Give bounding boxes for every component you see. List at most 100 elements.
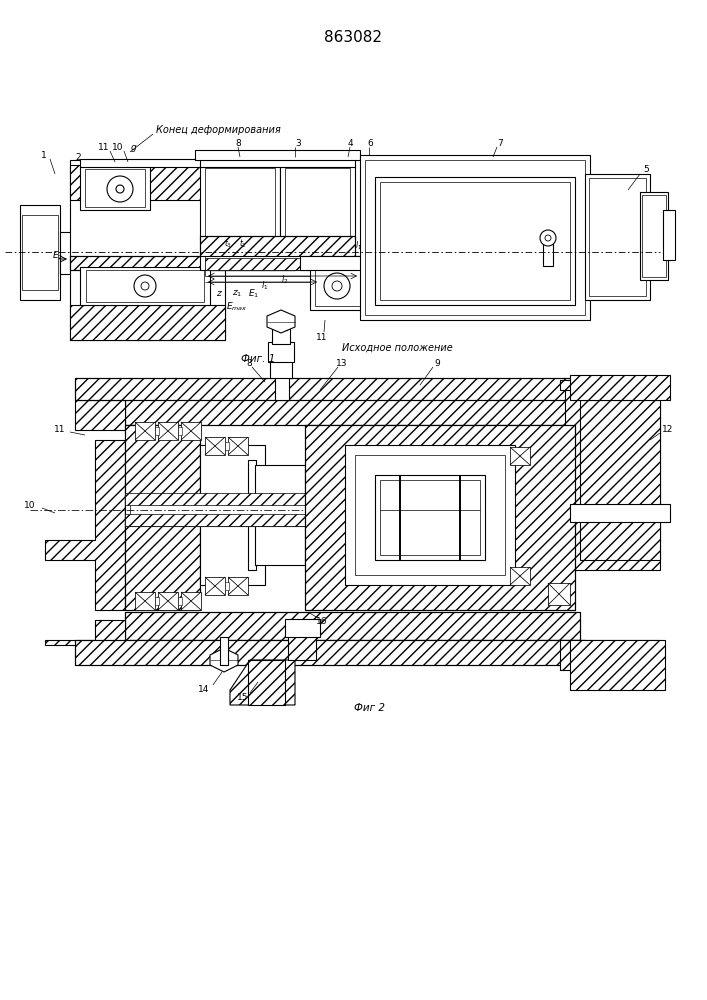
Bar [225,442,229,450]
Text: Конец деформирования: Конец деформирования [156,125,281,135]
Text: Фиг. 1: Фиг. 1 [241,354,275,364]
Bar [248,460,256,570]
Bar [663,210,675,260]
Bar [70,256,295,270]
Bar [75,640,585,665]
Bar [228,437,248,455]
Bar [570,375,670,400]
Bar [205,258,450,270]
Bar [70,305,225,340]
Bar [75,378,585,400]
Bar [543,238,553,266]
Bar [178,597,182,605]
Bar [80,159,225,167]
Bar [270,360,292,378]
Text: 12: 12 [662,426,674,434]
Bar [195,150,360,160]
Bar [70,256,295,270]
Circle shape [332,281,342,291]
Bar [225,582,229,590]
Text: Исходное положение: Исходное положение [342,343,452,353]
Bar [125,612,580,640]
Bar [380,480,480,555]
Text: $t_3$: $t_3$ [224,238,232,250]
Text: 11: 11 [316,332,328,342]
Polygon shape [580,400,660,560]
Bar [181,422,201,440]
Polygon shape [248,660,285,705]
Bar [125,612,580,640]
Bar [181,592,201,610]
Bar [360,155,590,320]
Bar [589,178,646,296]
Bar [305,425,575,610]
Bar [125,397,580,425]
Bar [20,205,60,300]
Bar [280,165,355,240]
Bar [285,168,350,236]
Bar [275,316,287,330]
Bar [60,232,75,274]
Text: 8: 8 [246,359,252,367]
Bar [75,378,585,400]
Text: 10: 10 [24,500,36,510]
Circle shape [116,185,124,193]
Bar [200,256,450,270]
Bar [125,494,570,526]
Bar [345,445,515,585]
Text: 10: 10 [112,142,124,151]
Text: $l_2$: $l_2$ [281,274,288,286]
Text: 1: 1 [41,150,47,159]
Bar [380,182,570,300]
Bar [548,583,570,605]
Bar [85,169,145,207]
Bar [315,266,361,306]
Text: 11: 11 [98,142,110,151]
Bar [86,270,204,302]
Text: 863082: 863082 [324,29,382,44]
Polygon shape [210,648,238,672]
Bar [125,425,200,610]
Bar [135,422,155,440]
Bar [570,640,665,690]
Bar [375,177,575,305]
Text: 6: 6 [367,138,373,147]
Bar [125,397,580,425]
Bar [158,422,178,440]
Text: Фиг 2: Фиг 2 [354,703,385,713]
Text: $t_2$: $t_2$ [239,238,247,250]
Circle shape [545,235,551,241]
Bar [288,632,316,660]
Text: $l_1$: $l_1$ [262,280,269,292]
Bar [205,437,225,455]
Bar [305,425,575,610]
Text: $E_{max}$: $E_{max}$ [226,301,247,313]
Text: $l_1$: $l_1$ [354,240,361,252]
Bar [125,425,200,610]
Polygon shape [560,380,660,390]
Text: 7: 7 [497,138,503,147]
Bar [228,577,248,595]
Bar [22,215,58,290]
Text: 11: 11 [54,426,66,434]
Polygon shape [45,620,125,645]
Bar [158,592,178,610]
Circle shape [540,230,556,246]
Text: g: g [131,142,137,151]
Text: 3: 3 [295,138,301,147]
Bar [178,427,182,435]
Circle shape [107,176,133,202]
Bar [80,165,150,210]
Text: $E_2$: $E_2$ [52,250,64,262]
Bar [355,455,505,575]
Text: $E_1$: $E_1$ [248,288,259,300]
Bar [375,475,485,560]
Bar [200,165,280,240]
Polygon shape [267,310,295,333]
Bar [640,192,668,280]
Bar [155,597,159,605]
Bar [200,236,355,258]
Bar [125,514,570,526]
Bar [205,168,275,236]
Text: 16: 16 [316,617,328,626]
